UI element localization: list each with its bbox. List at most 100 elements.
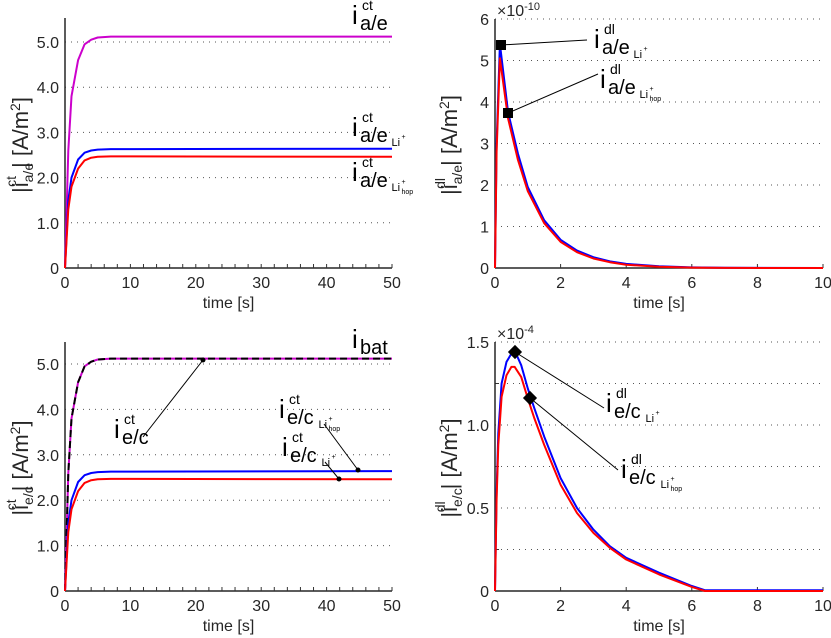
annotation-idl-ae-li: i dla/e Li + <box>594 21 648 61</box>
svg-text:i: i <box>352 157 358 187</box>
svg-text:hop: hop <box>329 426 341 433</box>
svg-text:+: + <box>402 179 406 186</box>
leader-line <box>529 397 619 471</box>
x-tick-label: 30 <box>252 598 270 615</box>
series-line-i-ct-e-c-li- <box>64 477 393 592</box>
svg-text:dl: dl <box>604 21 615 37</box>
annotation-ict-ae-lihop: i cta/e Li + hop <box>352 154 413 196</box>
annotation-ict-ae: i cta/e <box>352 0 388 35</box>
data-marker <box>496 40 506 50</box>
svg-text:a/e: a/e <box>360 125 388 147</box>
x-tick-label: 0 <box>61 275 70 292</box>
x-tick-label: 20 <box>187 275 205 292</box>
svg-text:bat: bat <box>360 337 388 359</box>
x-axis-label: time [s] <box>633 295 685 312</box>
svg-text:a/e: a/e <box>608 77 636 99</box>
data-marker <box>507 344 523 360</box>
svg-text:i: i <box>600 64 606 94</box>
x-tick-label: 50 <box>383 275 401 292</box>
svg-text:i: i <box>621 454 627 484</box>
data-marker <box>336 476 342 482</box>
x-tick-label: 10 <box>122 598 140 615</box>
svg-text:dl: dl <box>631 451 642 467</box>
svg-text:ct: ct <box>362 0 373 13</box>
y-tick-label: 2.0 <box>37 493 59 510</box>
svg-text:Li: Li <box>661 479 670 491</box>
leader-line <box>323 423 359 471</box>
svg-text:+: + <box>329 416 333 423</box>
data-marker <box>503 108 513 118</box>
svg-text:e/c: e/c <box>287 407 314 429</box>
x-tick-label: 30 <box>252 275 270 292</box>
x-tick-label: 40 <box>318 598 336 615</box>
svg-text:dl: dl <box>616 385 627 401</box>
y-tick-label: 0.5 <box>467 501 489 518</box>
leader-line <box>324 461 340 480</box>
y-tick-label: 1.0 <box>37 539 59 556</box>
svg-text:i: i <box>114 414 120 444</box>
svg-text:+: + <box>332 454 336 461</box>
svg-text:ct: ct <box>362 109 373 125</box>
x-tick-label: 6 <box>687 275 696 292</box>
x-tick-label: 8 <box>753 275 762 292</box>
svg-text:+: + <box>644 46 648 53</box>
series-line-i-bat <box>64 357 392 592</box>
svg-text:i: i <box>594 24 600 54</box>
series-line-i-ct-e-c <box>64 357 392 592</box>
svg-text:a/e: a/e <box>360 13 388 35</box>
y-tick-label: 5.0 <box>37 35 59 52</box>
x-tick-label: 4 <box>622 598 631 615</box>
annotation-ict-ec-li: i cte/c Li + <box>282 429 336 469</box>
series-line-i-dl-a-e-li-hop <box>494 57 824 269</box>
y-axis-label: |ie/cdl| [A/m2] <box>432 418 465 517</box>
svg-text:ct: ct <box>362 154 373 170</box>
svg-text:e/c: e/c <box>614 401 641 423</box>
x-tick-label: 0 <box>491 275 500 292</box>
y-tick-label: 4 <box>480 95 489 112</box>
y-tick-label: 3.0 <box>37 125 59 142</box>
svg-text:+: + <box>671 476 675 483</box>
data-marker <box>522 390 538 406</box>
x-tick-label: 50 <box>383 598 401 615</box>
y-tick-label: 4.0 <box>37 80 59 97</box>
svg-text:a/e: a/e <box>360 170 388 192</box>
svg-text:e/c: e/c <box>122 427 149 449</box>
svg-text:Li: Li <box>640 89 649 101</box>
leader-line <box>514 351 605 409</box>
svg-text:+: + <box>402 134 406 141</box>
svg-text:i: i <box>352 112 358 142</box>
y-tick-label: 0 <box>50 261 59 278</box>
svg-text:Li: Li <box>322 457 331 469</box>
y-tick-label: 0 <box>50 584 59 601</box>
svg-text:i: i <box>352 0 358 30</box>
y-tick-label: 1.5 <box>467 335 489 352</box>
x-tick-label: 10 <box>814 275 831 292</box>
series-line-i-ct-a-e <box>64 35 392 269</box>
y-tick-label: 1.0 <box>467 418 489 435</box>
svg-text:e/c: e/c <box>290 445 317 467</box>
svg-text:+: + <box>656 410 660 417</box>
x-tick-label: 20 <box>187 598 205 615</box>
y-axis-label: |ie/cct| [A/m2] <box>3 420 36 515</box>
y-tick-label: 0 <box>480 584 489 601</box>
y-axis-label: |ia/edl| [A/m2] <box>432 95 465 195</box>
y-axis-label: |ia/ect| [A/m2] <box>3 97 36 193</box>
svg-text:a/e: a/e <box>602 37 630 59</box>
x-tick-label: 8 <box>753 598 762 615</box>
svg-text:e/c: e/c <box>629 467 656 489</box>
svg-text:ct: ct <box>289 391 300 407</box>
x-tick-label: 6 <box>687 598 696 615</box>
svg-text:hop: hop <box>402 189 414 196</box>
x-tick-label: 4 <box>622 275 631 292</box>
series-line-i-dl-a-e-li- <box>494 42 824 269</box>
y-tick-label: 1.0 <box>37 216 59 233</box>
x-axis-label: time [s] <box>633 618 685 635</box>
svg-text:ct: ct <box>124 411 135 427</box>
y-tick-label: 2.0 <box>37 171 59 188</box>
svg-text:Li: Li <box>392 137 401 149</box>
svg-text:hop: hop <box>650 96 662 103</box>
leader-line <box>500 39 588 46</box>
svg-text:hop: hop <box>671 486 683 493</box>
